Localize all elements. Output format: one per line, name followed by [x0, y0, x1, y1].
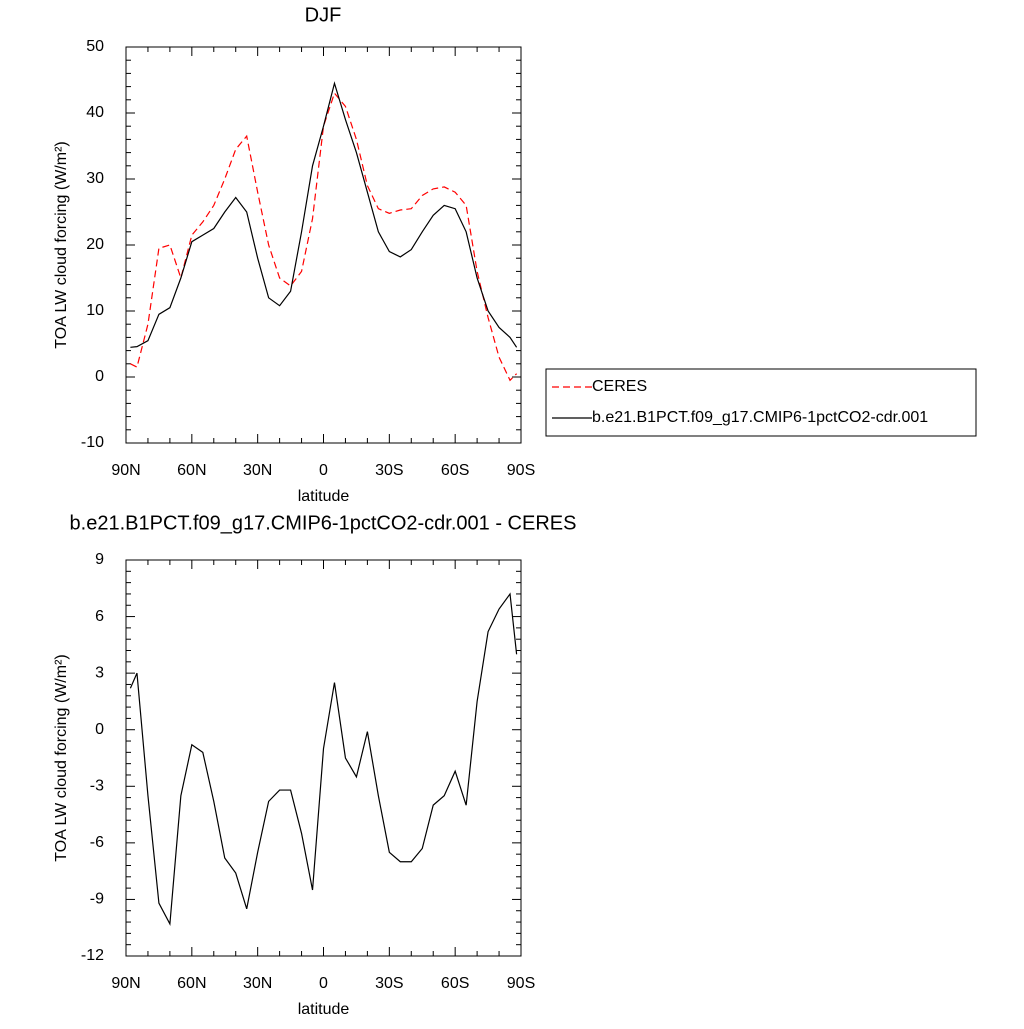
y-tick-label: 0 [95, 368, 104, 385]
plot-frame [125, 46, 522, 444]
x-tick-label: 90N [111, 462, 140, 479]
legend-box [545, 368, 977, 437]
x-tick-label: 30S [375, 975, 403, 992]
x-tick-label: 90S [507, 975, 535, 992]
chart-title: b.e21.B1PCT.f09_g17.CMIP6-1pctCO2-cdr.00… [70, 512, 577, 534]
x-tick-label: 60N [177, 462, 206, 479]
x-tick-label: 60S [441, 462, 469, 479]
y-tick-label: 10 [86, 302, 104, 319]
chart-title: DJF [305, 4, 342, 26]
y-tick-label: 40 [86, 104, 104, 121]
y-tick-label: 6 [95, 608, 104, 625]
y-tick-label: 20 [86, 236, 104, 253]
x-axis-label: latitude [298, 488, 350, 505]
y-tick-label: 3 [95, 664, 104, 681]
y-tick-label: 50 [86, 38, 104, 55]
legend-label: b.e21.B1PCT.f09_g17.CMIP6-1pctCO2-cdr.00… [592, 409, 928, 426]
y-axis-label: TOA LW cloud forcing (W/m²) [53, 141, 70, 348]
x-tick-label: 90N [111, 975, 140, 992]
data-line [130, 91, 518, 382]
x-tick-label: 30N [243, 975, 272, 992]
y-tick-label: 9 [95, 551, 104, 568]
legend-label: CERES [592, 378, 647, 395]
y-tick-label: -12 [81, 947, 104, 964]
y-tick-label: -9 [90, 891, 104, 908]
data-line [130, 81, 518, 348]
y-tick-label: -10 [81, 434, 104, 451]
x-tick-label: 30S [375, 462, 403, 479]
data-line [129, 592, 518, 927]
y-tick-label: 30 [86, 170, 104, 187]
x-tick-label: 30N [243, 462, 272, 479]
x-tick-label: 0 [319, 975, 328, 992]
x-tick-label: 60N [177, 975, 206, 992]
y-tick-label: -6 [90, 834, 104, 851]
x-tick-label: 0 [319, 462, 328, 479]
x-tick-label: 60S [441, 975, 469, 992]
y-tick-label: -3 [90, 778, 104, 795]
y-tick-label: 0 [95, 721, 104, 738]
y-axis-label: TOA LW cloud forcing (W/m²) [53, 654, 70, 861]
x-axis-label: latitude [298, 1001, 350, 1018]
plot-frame [125, 559, 522, 957]
x-tick-label: 90S [507, 462, 535, 479]
